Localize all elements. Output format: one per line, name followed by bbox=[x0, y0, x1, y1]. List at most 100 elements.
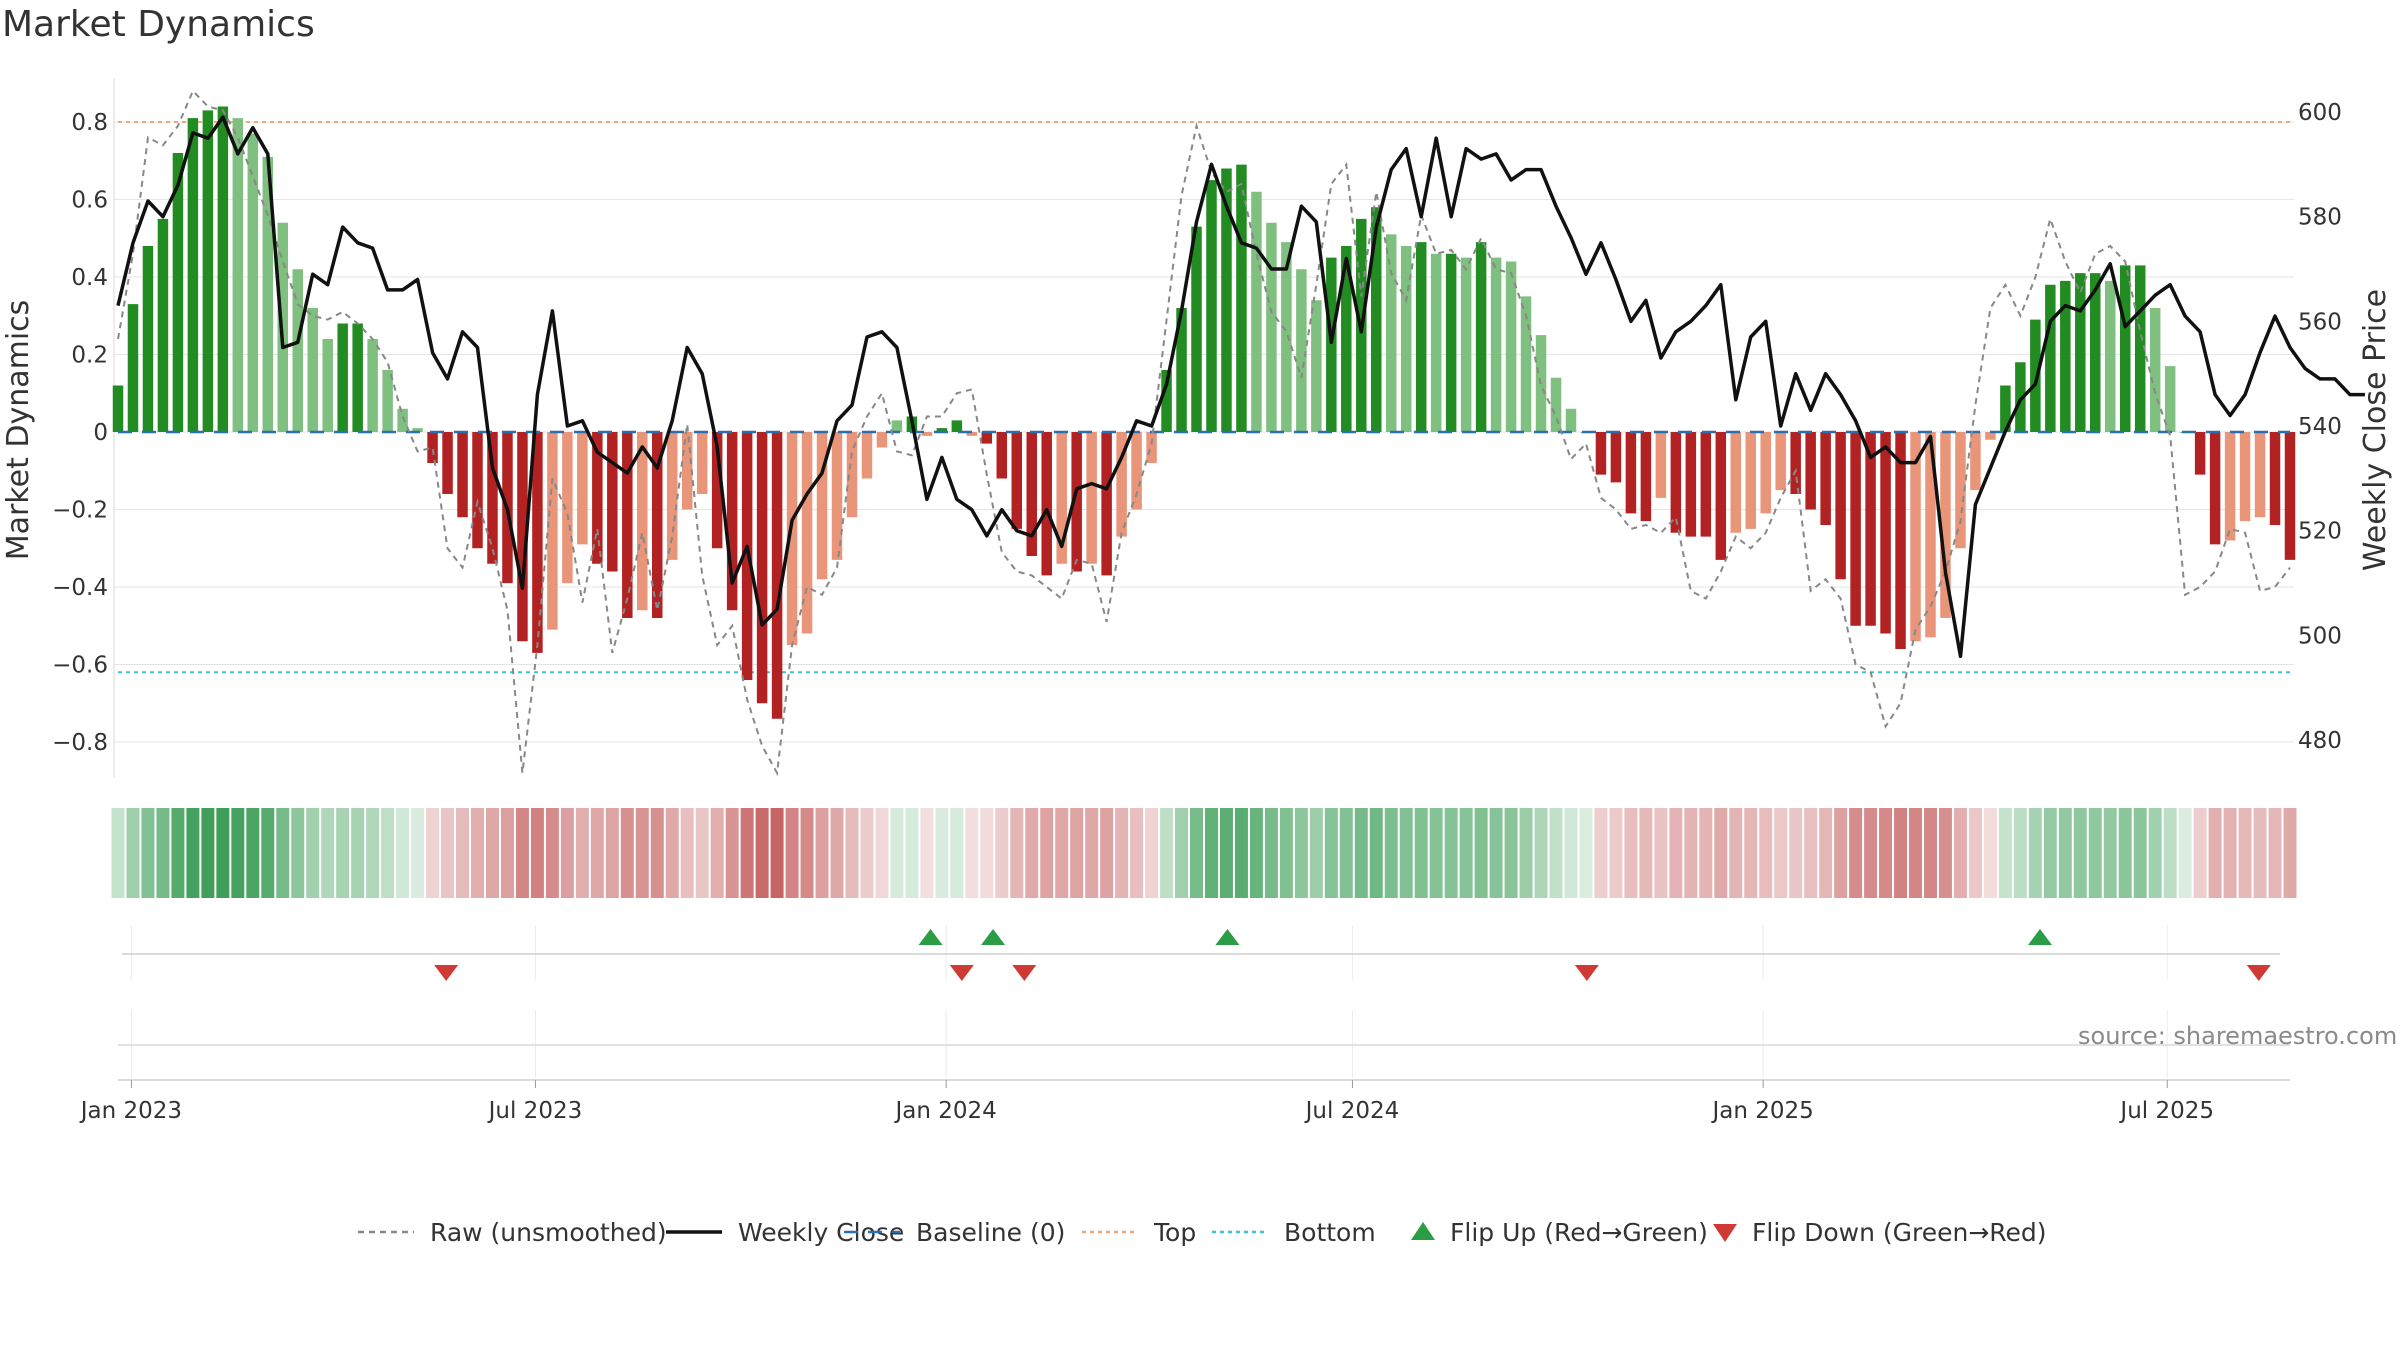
strip-cell-4 bbox=[171, 808, 185, 898]
strip-cell-91 bbox=[1474, 808, 1488, 898]
strip-cell-72 bbox=[1190, 808, 1203, 898]
y2-tick-label: 580 bbox=[2298, 205, 2342, 231]
bar-142 bbox=[2239, 432, 2251, 522]
bar-86 bbox=[1400, 246, 1412, 432]
bar-59 bbox=[996, 432, 1008, 479]
strip-cell-118 bbox=[1879, 808, 1893, 898]
strip-cell-98 bbox=[1579, 808, 1593, 898]
bar-14 bbox=[322, 339, 333, 432]
bar-96 bbox=[1550, 377, 1562, 432]
bar-118 bbox=[1880, 432, 1891, 634]
bar-63 bbox=[1056, 432, 1067, 564]
bar-113 bbox=[1805, 432, 1816, 510]
strip-cell-45 bbox=[785, 808, 799, 898]
strip-cell-81 bbox=[1324, 808, 1338, 898]
strip-cell-88 bbox=[1429, 808, 1443, 898]
strip-cell-0 bbox=[111, 808, 125, 898]
x-tick-label: Jul 2024 bbox=[1304, 1098, 1400, 1124]
bar-104 bbox=[1670, 432, 1682, 533]
strip-cell-24 bbox=[471, 808, 484, 898]
strip-cell-11 bbox=[276, 808, 290, 898]
strip-cell-25 bbox=[485, 808, 499, 898]
strip-cell-21 bbox=[426, 808, 440, 898]
legend-label: Flip Down (Green→Red) bbox=[1752, 1218, 2047, 1247]
strip-cell-64 bbox=[1070, 808, 1084, 898]
strip-cell-96 bbox=[1549, 808, 1563, 898]
strip-cell-28 bbox=[530, 808, 544, 898]
bar-15 bbox=[337, 323, 348, 432]
lower-panel bbox=[118, 1010, 2290, 1081]
bar-36 bbox=[652, 432, 663, 618]
bar-51 bbox=[876, 432, 888, 448]
legend-item-0: Raw (unsmoothed) bbox=[358, 1218, 667, 1247]
bar-108 bbox=[1730, 432, 1742, 533]
bar-144 bbox=[2269, 432, 2281, 525]
strip-cell-82 bbox=[1339, 808, 1353, 898]
legend-item-4: Bottom bbox=[1212, 1218, 1376, 1247]
bar-21 bbox=[427, 432, 438, 463]
bar-30 bbox=[562, 432, 573, 584]
strip-cell-67 bbox=[1115, 808, 1129, 898]
bar-22 bbox=[442, 432, 453, 494]
bar-45 bbox=[786, 432, 798, 646]
flip-down-marker-0 bbox=[434, 965, 459, 981]
strip-cell-12 bbox=[291, 808, 305, 898]
strip-cell-75 bbox=[1234, 808, 1248, 898]
strip-cell-55 bbox=[935, 808, 949, 898]
strip-cell-105 bbox=[1684, 808, 1698, 898]
bar-100 bbox=[1610, 432, 1622, 483]
strip-cell-111 bbox=[1774, 808, 1788, 898]
strip-cell-103 bbox=[1654, 808, 1668, 898]
strip-cell-122 bbox=[1938, 808, 1952, 898]
strip-cell-141 bbox=[2223, 808, 2237, 898]
bar-48 bbox=[831, 432, 843, 560]
intensity-strip bbox=[111, 808, 2297, 898]
strip-cell-78 bbox=[1279, 808, 1293, 898]
reference-lines bbox=[118, 121, 2290, 674]
legend-label: Baseline (0) bbox=[916, 1218, 1065, 1247]
y2-tick-label: 480 bbox=[2298, 728, 2342, 754]
strip-cell-89 bbox=[1444, 808, 1458, 898]
bar-99 bbox=[1595, 432, 1607, 475]
strip-cell-92 bbox=[1489, 808, 1503, 898]
strip-cell-5 bbox=[186, 808, 200, 898]
legend-label: Flip Up (Red→Green) bbox=[1450, 1218, 1708, 1247]
y2-tick-label: 500 bbox=[2298, 623, 2342, 649]
strip-cell-44 bbox=[770, 808, 784, 898]
strip-cell-84 bbox=[1369, 808, 1383, 898]
strip-cell-127 bbox=[2013, 808, 2027, 898]
bar-77 bbox=[1266, 222, 1277, 432]
bar-79 bbox=[1296, 269, 1307, 432]
bar-90 bbox=[1460, 257, 1472, 432]
strip-cell-106 bbox=[1699, 808, 1713, 898]
bar-6 bbox=[202, 110, 214, 432]
strip-cell-41 bbox=[725, 808, 739, 898]
bar-38 bbox=[681, 432, 693, 510]
bar-60 bbox=[1011, 432, 1023, 529]
strip-cell-46 bbox=[800, 808, 814, 898]
strip-cell-53 bbox=[905, 808, 919, 898]
strip-cell-66 bbox=[1100, 808, 1114, 898]
bar-49 bbox=[846, 432, 858, 518]
strip-cell-36 bbox=[650, 808, 664, 898]
bar-27 bbox=[517, 432, 528, 642]
x-tick-label: Jan 2023 bbox=[79, 1098, 182, 1124]
bar-8 bbox=[232, 118, 244, 432]
strip-cell-132 bbox=[2088, 808, 2102, 898]
strip-cell-1 bbox=[126, 808, 140, 898]
bar-74 bbox=[1221, 168, 1232, 432]
x-axis: Jan 2023 Jul 2023 Jan 2024 Jul 2024 Jan 2025… bbox=[79, 1080, 2214, 1124]
bar-101 bbox=[1625, 432, 1637, 514]
strip-cell-52 bbox=[890, 808, 904, 898]
y-tick-label: 0.4 bbox=[71, 265, 108, 291]
strip-cell-61 bbox=[1025, 808, 1039, 898]
bar-141 bbox=[2224, 432, 2236, 541]
raw-unsmoothed-line bbox=[117, 89, 2291, 777]
bar-97 bbox=[1565, 408, 1577, 432]
bar-139 bbox=[2194, 432, 2206, 475]
bar-127 bbox=[2015, 362, 2026, 432]
strip-cell-130 bbox=[2058, 808, 2072, 898]
bar-109 bbox=[1745, 432, 1756, 529]
x-tick-label: Jan 2025 bbox=[1711, 1098, 1814, 1124]
